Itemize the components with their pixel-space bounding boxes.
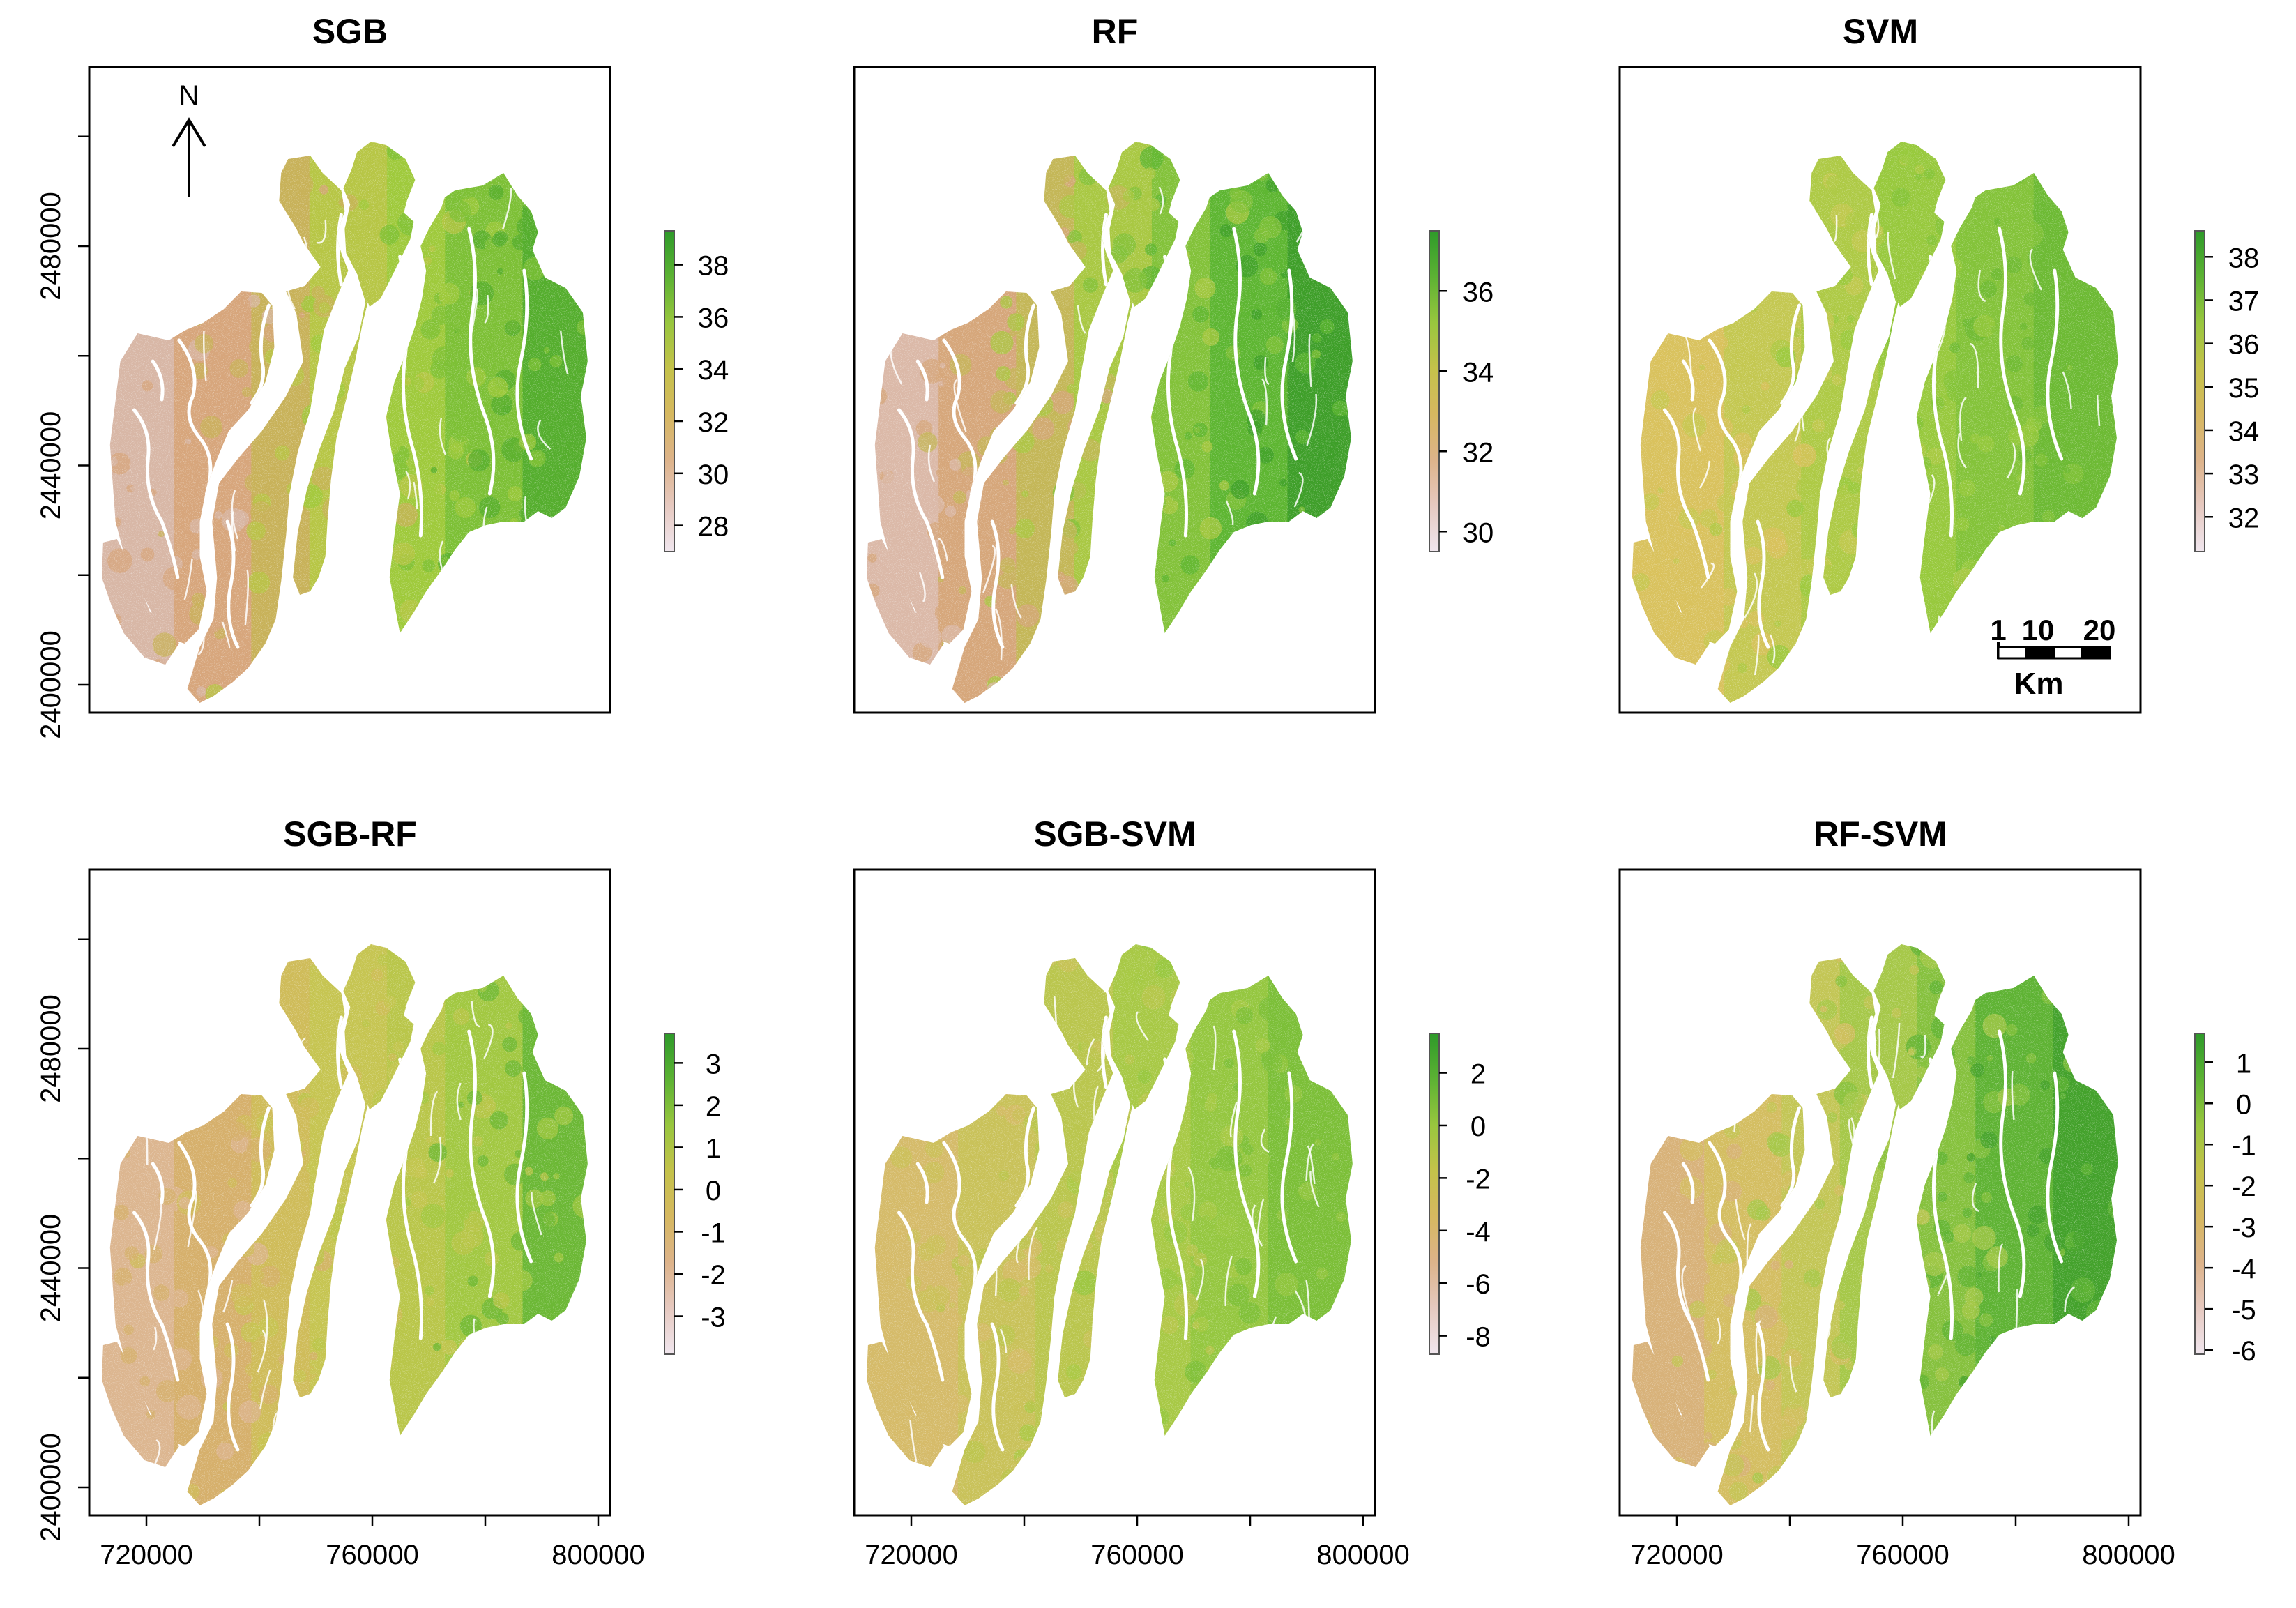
scale-bar-segment-2	[2025, 646, 2055, 660]
scale-bar: 1 10 20 Km	[1990, 614, 2115, 701]
legend-tick-label: 34	[2228, 416, 2260, 447]
legend-tick-label: 36	[698, 303, 729, 333]
legend-tick-label: -1	[2231, 1130, 2256, 1161]
legend-tick-label: 32	[2228, 503, 2260, 533]
panel-title-sgb: SGB	[312, 12, 388, 51]
legend-tick-label: 38	[698, 251, 729, 282]
legend-tick-label: 36	[1463, 277, 1494, 308]
legend-tick-label: 34	[698, 355, 729, 386]
y-axis-bottom: 2400000 2440000 2480000	[36, 938, 89, 1542]
scale-bar-segment-4	[2081, 646, 2111, 660]
legend-tick-label: -3	[701, 1303, 726, 1333]
legend-tick-label: -2	[2231, 1171, 2256, 1202]
x-axis-label: 720000	[865, 1540, 957, 1570]
scale-bar-label-10: 10	[2022, 614, 2055, 646]
x-axis-label: 760000	[1090, 1540, 1183, 1570]
scale-bar-label-20: 20	[2083, 614, 2116, 646]
legend-tick-label: 30	[698, 460, 729, 490]
legend-ticks-sgb: 38 36 34 32 30 28	[674, 251, 729, 543]
scale-bar-segment-1	[1997, 646, 2028, 660]
legend-tick-label: -4	[2231, 1254, 2256, 1284]
panel-title-rf-svm: RF-SVM	[1814, 814, 1947, 854]
legend-tick-label: 1	[2236, 1048, 2251, 1079]
legend-bar-rf	[1429, 230, 1440, 552]
x-axis-label: 800000	[1316, 1540, 1409, 1570]
legend-tick-label: -6	[1466, 1269, 1491, 1300]
y-axis-label: 2400000	[36, 630, 66, 739]
legend-tick-label: -1	[701, 1218, 726, 1248]
legend-tick-label: 0	[2236, 1089, 2251, 1120]
legend-ticks-sgb-rf: 3 2 1 0 -1 -2 -3	[674, 1049, 726, 1333]
scale-bar-segment-3	[2053, 646, 2083, 660]
x-axis-label: 800000	[552, 1540, 644, 1570]
legend-bar-rf-svm	[2194, 1033, 2205, 1355]
y-axis-label: 2480000	[36, 994, 66, 1103]
x-axis-sgb-rf: 720000 760000 800000	[100, 1515, 645, 1570]
legend-tick-label: 32	[1463, 437, 1494, 468]
legend-tick-label: 38	[2228, 243, 2260, 273]
legend-ticks-sgb-svm: 2 0 -2 -4 -6 -8	[1439, 1059, 1491, 1353]
legend-tick-label: -4	[1466, 1217, 1491, 1247]
legend-tick-label: -3	[2231, 1213, 2256, 1243]
legend-tick-label: 0	[706, 1176, 721, 1206]
y-axis-label: 2400000	[36, 1433, 66, 1542]
legend-ticks-rf: 36 34 32 30	[1439, 277, 1493, 548]
panel-title-svm: SVM	[1843, 12, 1918, 51]
legend-tick-label: 37	[2228, 286, 2260, 317]
scale-bar-label-1: 1	[1990, 614, 2006, 646]
legend-tick-label: 0	[1470, 1112, 1486, 1142]
x-axis-label: 800000	[2082, 1540, 2175, 1570]
x-axis-sgb-svm: 720000 760000 800000	[865, 1515, 1410, 1570]
legend-tick-label: -8	[1466, 1322, 1491, 1353]
legend-tick-label: 2	[706, 1091, 721, 1122]
x-axis-rf-svm: 720000 760000 800000	[1630, 1515, 2175, 1570]
legend-tick-label: -2	[1466, 1164, 1491, 1194]
north-label: N	[179, 80, 199, 111]
legend-tick-label: 32	[698, 407, 729, 438]
legend-tick-label: 30	[1463, 517, 1494, 548]
legend-tick-label: -2	[701, 1260, 726, 1291]
legend-tick-label: 36	[2228, 330, 2260, 361]
legend-tick-label: 34	[1463, 357, 1494, 388]
scale-bar-unit: Km	[2014, 667, 2064, 701]
x-axis-label: 760000	[1856, 1540, 1949, 1570]
y-axis-label: 2440000	[36, 1214, 66, 1323]
legend-tick-label: 28	[698, 512, 729, 543]
panel-title-rf: RF	[1092, 12, 1139, 51]
north-arrow-head-icon	[172, 117, 206, 148]
legend-tick-label: 1	[706, 1133, 721, 1164]
legend-ticks-svm: 38 37 36 35 34 33 32	[2205, 243, 2259, 533]
legend-bar-sgb-svm	[1429, 1033, 1440, 1355]
legend-tick-label: 2	[1470, 1059, 1486, 1090]
x-axis-label: 720000	[1630, 1540, 1723, 1570]
y-axis-top: 2400000 2440000 2480000	[36, 135, 89, 739]
legend-tick-label: 35	[2228, 373, 2260, 404]
legend-tick-label: 33	[2228, 460, 2260, 490]
y-axis-label: 2440000	[36, 411, 66, 520]
x-axis-label: 760000	[326, 1540, 418, 1570]
north-arrow: N	[172, 80, 206, 197]
legend-tick-label: 3	[706, 1049, 721, 1079]
legend-bar-svm	[2194, 230, 2205, 552]
legend-bar-sgb	[664, 230, 675, 552]
legend-tick-label: -5	[2231, 1295, 2256, 1326]
panel-title-sgb-svm: SGB-SVM	[1033, 814, 1196, 854]
legend-tick-label: -6	[2231, 1336, 2256, 1367]
legend-ticks-rf-svm: 1 0 -1 -2 -3 -4 -5 -6	[2205, 1048, 2256, 1367]
y-axis-label: 2480000	[36, 192, 66, 301]
legend-bar-sgb-rf	[664, 1033, 675, 1355]
x-axis-label: 720000	[100, 1540, 192, 1570]
panel-title-sgb-rf: SGB-RF	[283, 814, 417, 854]
